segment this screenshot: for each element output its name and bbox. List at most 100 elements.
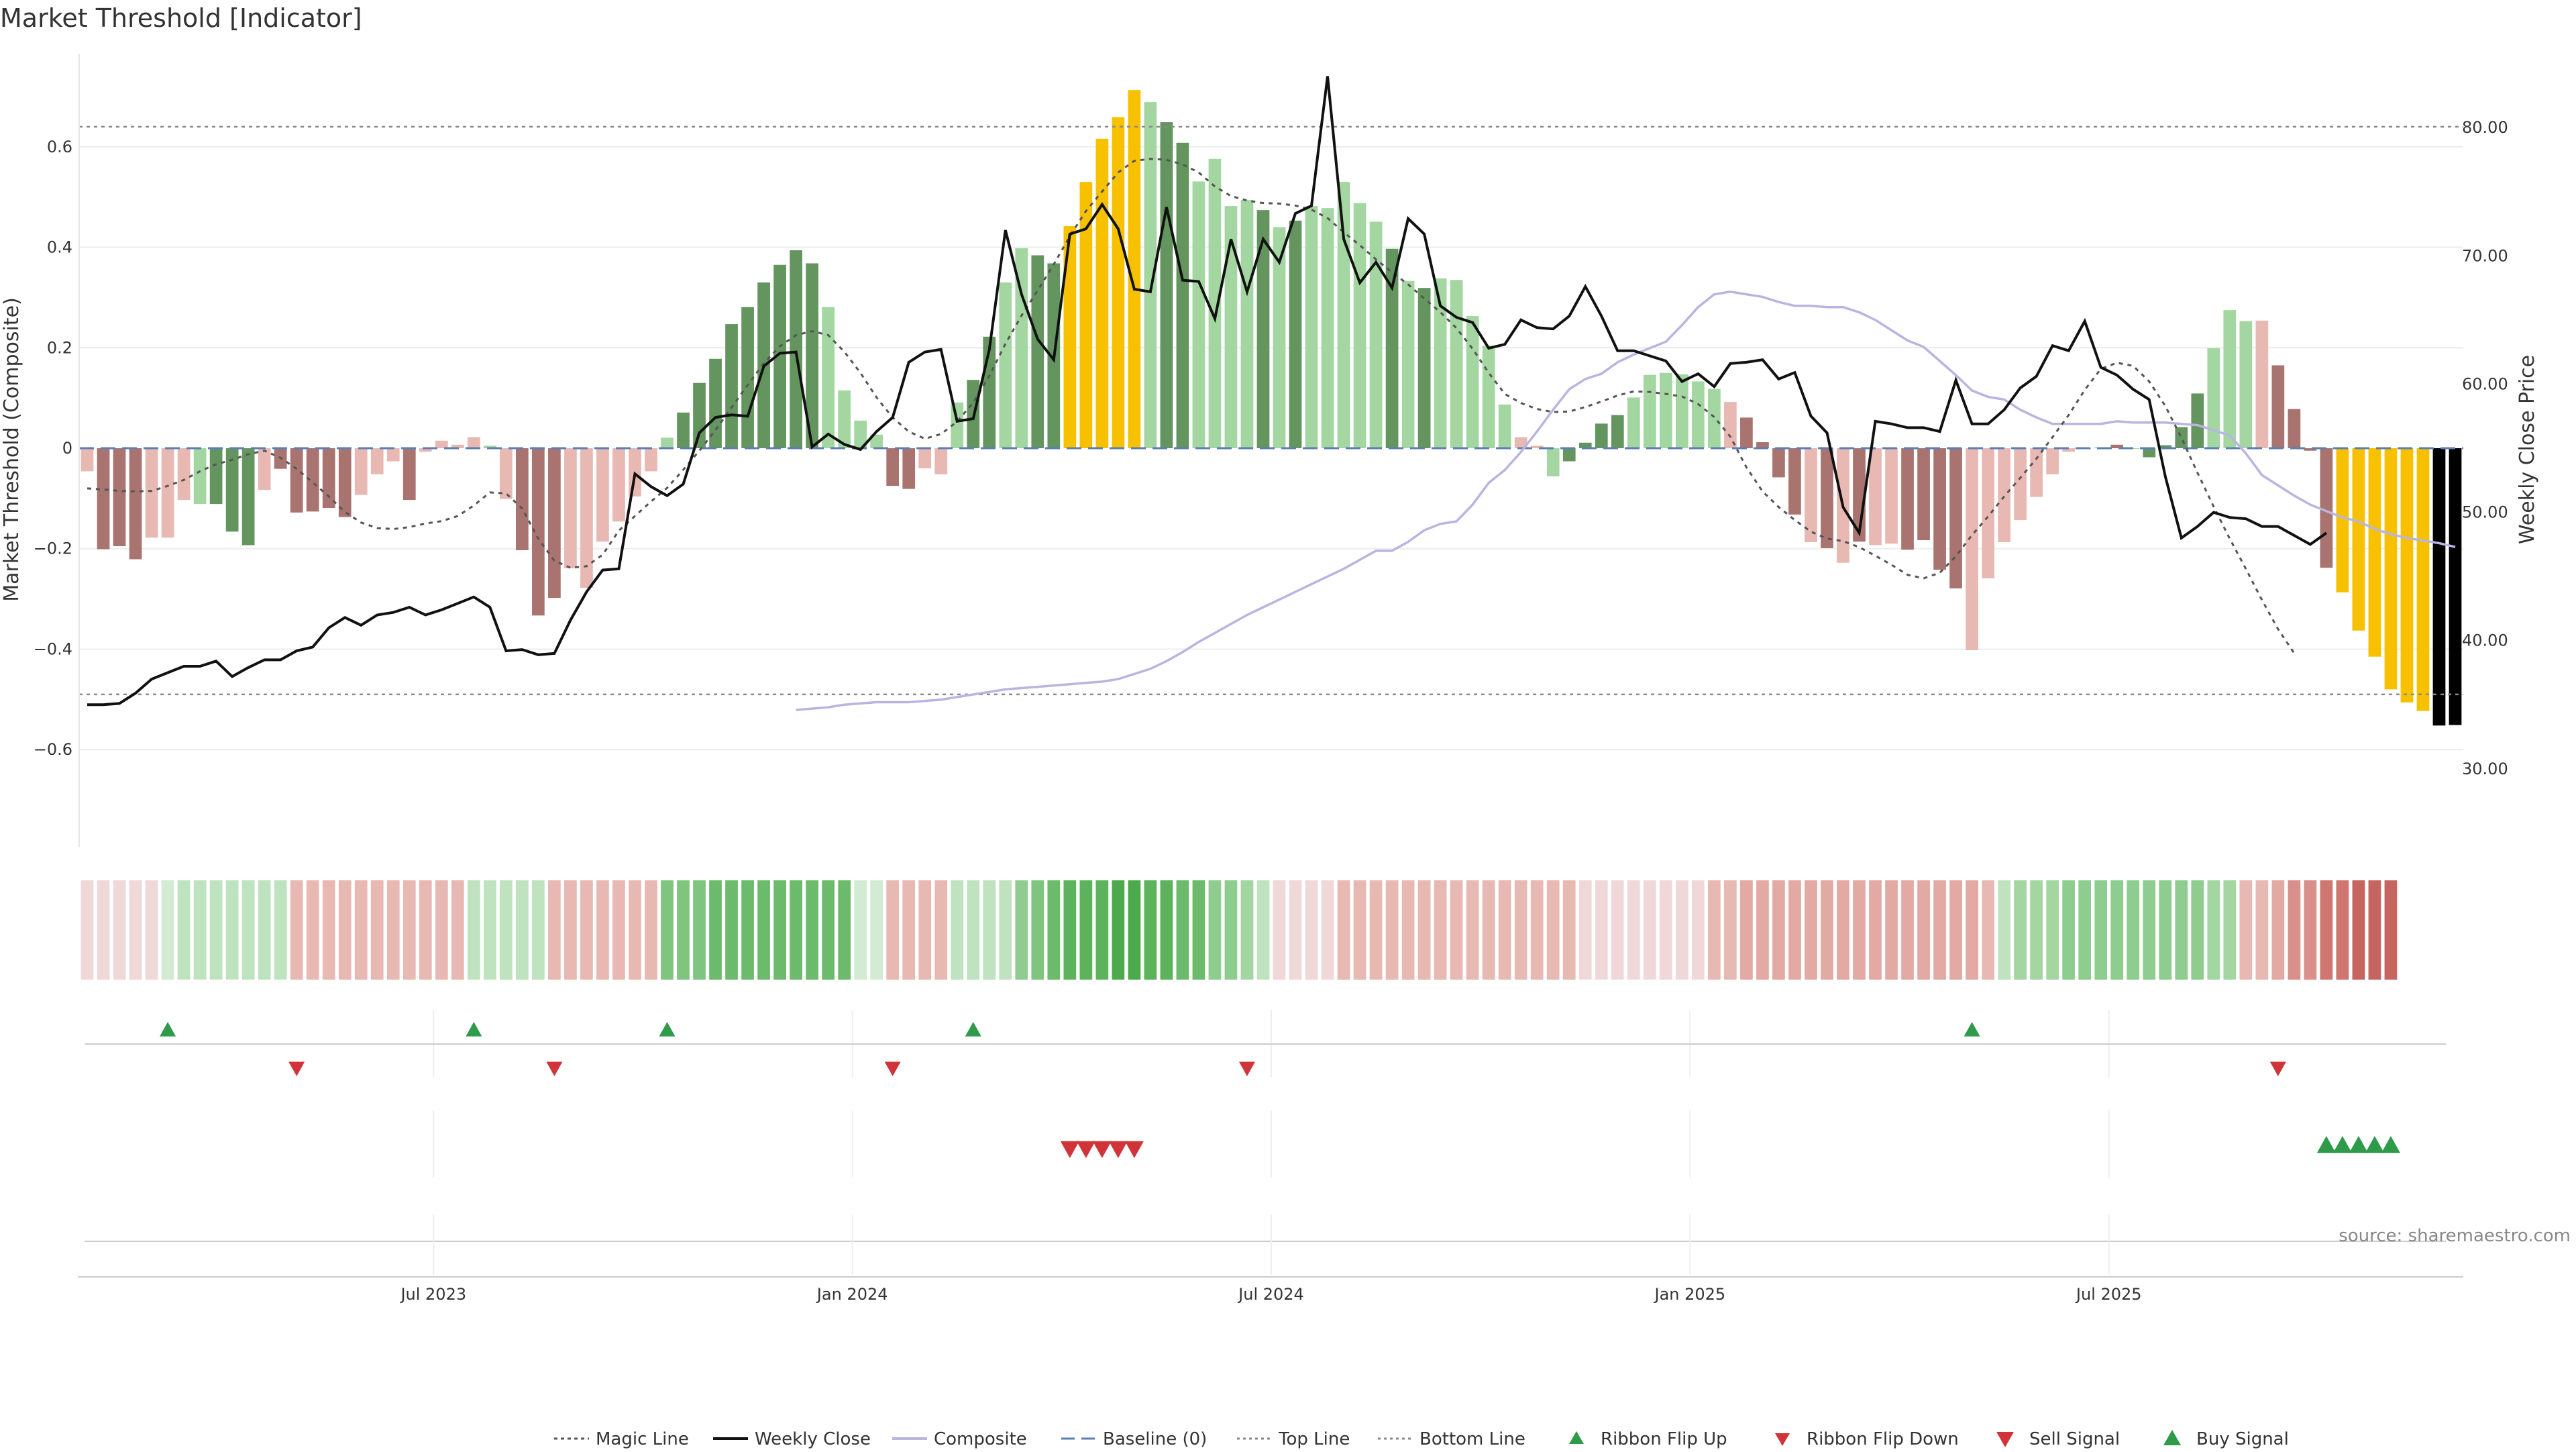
ribbon-cell xyxy=(709,880,722,980)
composite-bar xyxy=(1208,158,1222,448)
composite-bar xyxy=(1353,203,1366,448)
composite-bar xyxy=(2014,448,2027,521)
source-credit: source: sharemaestro.com xyxy=(2339,1226,2571,1246)
y-axis-title: Market Threshold (Composite) xyxy=(0,297,23,602)
ribbon-cell xyxy=(1837,880,1849,980)
ribbon-cell xyxy=(113,880,126,980)
ribbon-cell xyxy=(1208,880,1222,980)
composite-bar xyxy=(2400,448,2414,703)
ribbon-cell xyxy=(1853,880,1866,980)
legend-label: Bottom Line xyxy=(1419,1429,1525,1449)
buy-signal-marker xyxy=(2332,1136,2352,1153)
composite-bar xyxy=(1546,448,1560,476)
composite-bar xyxy=(161,448,174,538)
legend-label: Sell Signal xyxy=(2029,1429,2120,1449)
ribbon-cell xyxy=(1933,880,1946,980)
composite-bar xyxy=(2223,310,2237,448)
ribbon-cell xyxy=(2336,880,2349,980)
ribbon-cell xyxy=(1611,880,1624,980)
composite-bar xyxy=(2046,448,2059,474)
ribbon-cell xyxy=(645,880,657,980)
composite-bar xyxy=(370,448,384,474)
gridlines xyxy=(79,146,2463,751)
composite-bar xyxy=(1659,372,1672,448)
sell-signal-marker xyxy=(1060,1141,1079,1158)
ribbon-cell xyxy=(1450,880,1463,980)
composite-bar xyxy=(1562,448,1576,462)
ribbon-cell xyxy=(97,880,110,980)
composite-bar xyxy=(1901,448,1914,550)
composite-bar xyxy=(2255,320,2269,448)
y2-tick-label: 50.00 xyxy=(2462,503,2508,522)
ribbon-cell xyxy=(1998,880,2010,980)
composite-bar xyxy=(709,358,722,448)
y-tick-label: 0.2 xyxy=(47,338,72,357)
ribbon-flip-up-marker xyxy=(659,1022,676,1037)
composite-bar xyxy=(1128,90,1141,448)
ribbon-cell xyxy=(854,880,867,980)
x-axis: Jul 2023 Jan 2024 Jul 2024 Jan 2025 Jul 2025 xyxy=(78,1214,2463,1304)
ribbon-cell xyxy=(1595,880,1608,980)
composite-bar xyxy=(1224,206,1238,448)
composite-bar xyxy=(2352,448,2365,631)
ribbon-cell xyxy=(467,880,480,980)
composite-bar xyxy=(1160,122,1173,449)
composite-bar xyxy=(1289,220,1302,448)
ribbon-cell xyxy=(1128,880,1141,980)
ribbon-cell xyxy=(2078,880,2092,980)
composite-bar xyxy=(177,448,191,501)
ribbon-cell xyxy=(1385,880,1399,980)
chart-title: Market Threshold [Indicator] xyxy=(0,3,362,33)
ribbon-cell xyxy=(1821,880,1833,980)
left-axis: 0.6 0.4 0.2 0 −0.2 −0.4 −0.6 xyxy=(34,54,80,847)
composite-bar xyxy=(225,448,239,532)
ribbon-cell xyxy=(1176,880,1189,980)
ribbon-cell xyxy=(757,880,770,980)
ribbon-cell xyxy=(1546,880,1560,980)
ribbon-cell xyxy=(612,880,625,980)
ribbon-cell xyxy=(741,880,754,980)
ribbon-cell xyxy=(1756,880,1769,980)
right-axis: 80.00 70.00 60.00 50.00 40.00 30.00 xyxy=(2462,118,2508,778)
composite-bar xyxy=(467,437,480,448)
x-tick-label: Jul 2025 xyxy=(2075,1285,2142,1304)
series-lines xyxy=(79,76,2463,711)
composite-bar xyxy=(2143,448,2156,458)
composite-bar xyxy=(1498,404,1511,448)
composite-bar xyxy=(1144,102,1157,449)
ribbon-cell xyxy=(2062,880,2076,980)
ribbon-cell xyxy=(177,880,191,980)
composite-bar xyxy=(258,448,271,490)
ribbon-cell xyxy=(1337,880,1350,980)
legend-label: Buy Signal xyxy=(2196,1429,2289,1449)
ribbon-cell xyxy=(2094,880,2108,980)
composite-bar xyxy=(1417,288,1431,448)
composite-bar xyxy=(516,448,529,550)
composite-bar xyxy=(1917,448,1930,541)
sell-signal-marker xyxy=(1076,1141,1095,1158)
legend-label: Weekly Close xyxy=(755,1429,871,1449)
composite-bar xyxy=(806,263,818,448)
ribbon-cell xyxy=(1901,880,1914,980)
ribbon-cell xyxy=(2288,880,2301,980)
ribbon-cell xyxy=(2046,880,2059,980)
y2-tick-label: 60.00 xyxy=(2462,374,2508,393)
composite-bar xyxy=(1756,442,1769,448)
ribbon-cell xyxy=(838,880,851,980)
ribbon-cell xyxy=(1466,880,1479,980)
composite-bar xyxy=(435,440,448,448)
composite-bar xyxy=(97,448,110,550)
ribbon-cell xyxy=(338,880,352,980)
composite-bar xyxy=(499,448,513,499)
y-tick-label: −0.4 xyxy=(34,639,72,658)
y-tick-label: 0 xyxy=(62,439,72,458)
composite-bar xyxy=(822,307,835,448)
composite-bar xyxy=(2030,448,2043,497)
ribbon-cell xyxy=(322,880,335,980)
ribbon-cell xyxy=(1112,880,1125,980)
legend-label: Top Line xyxy=(1278,1429,1350,1449)
ribbon-flip-up-marker xyxy=(466,1022,482,1037)
ribbon-cell xyxy=(886,880,900,980)
composite-bar xyxy=(1740,417,1753,448)
x-tick-label: Jul 2024 xyxy=(1237,1285,1304,1304)
